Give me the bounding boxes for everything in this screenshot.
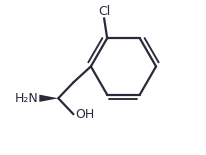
Text: OH: OH (75, 108, 94, 122)
Text: H₂N: H₂N (14, 92, 38, 105)
Text: Cl: Cl (98, 5, 110, 18)
Polygon shape (39, 95, 58, 102)
